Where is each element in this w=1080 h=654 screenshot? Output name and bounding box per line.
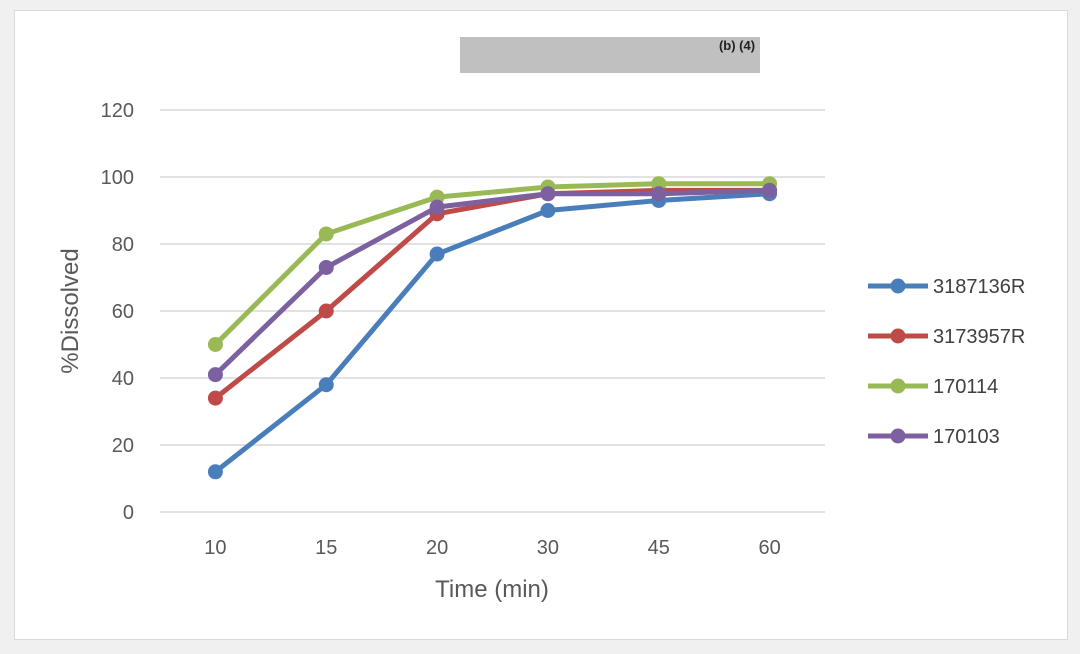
chart-frame <box>14 10 1068 640</box>
data-point <box>318 303 334 319</box>
x-tick-label: 20 <box>426 537 448 559</box>
series-3187136R <box>207 186 778 480</box>
series-170103 <box>207 182 778 383</box>
x-tick-label: 45 <box>648 537 670 559</box>
legend-marker <box>890 328 906 344</box>
x-tick-label: 60 <box>758 537 780 559</box>
legend-item: 170103 <box>868 426 1000 448</box>
x-tick-label: 15 <box>315 537 337 559</box>
series-line <box>212 187 773 401</box>
data-point <box>429 199 445 215</box>
legend-label: 170114 <box>933 376 998 398</box>
x-tick-label: 10 <box>204 537 226 559</box>
series-group <box>207 176 778 480</box>
legend-marker <box>890 278 906 294</box>
y-tick-label: 100 <box>101 167 134 189</box>
data-point <box>429 246 445 262</box>
data-point <box>207 367 223 383</box>
y-tick-label: 0 <box>123 502 134 524</box>
series-3173957R <box>207 182 778 406</box>
x-axis-title: Time (min) <box>435 576 549 603</box>
legend-label: 3187136R <box>933 276 1025 298</box>
data-point <box>318 259 334 275</box>
y-tick-label: 40 <box>112 368 134 390</box>
y-tick-label: 20 <box>112 435 134 457</box>
data-point <box>318 226 334 242</box>
series-line <box>212 181 773 347</box>
legend-item: 170114 <box>868 376 998 398</box>
legend-label: 3173957R <box>933 326 1025 348</box>
data-point <box>207 390 223 406</box>
gridlines <box>160 109 825 513</box>
legend-label: 170103 <box>933 426 1000 448</box>
legend: 3187136R 3173957R 170114 170103 <box>868 276 1025 448</box>
legend-marker <box>890 428 906 444</box>
data-point <box>207 337 223 352</box>
y-tick-label: 120 <box>101 100 134 122</box>
series-line <box>212 187 773 378</box>
y-axis-ticks: 0 20 40 60 80 100 120 <box>101 100 134 524</box>
data-point <box>540 186 556 202</box>
legend-marker <box>890 378 906 394</box>
y-tick-label: 80 <box>112 234 134 256</box>
legend-item: 3173957R <box>868 326 1025 348</box>
y-axis-title: %Dissolved <box>57 248 84 373</box>
x-tick-label: 30 <box>537 537 559 559</box>
y-tick-label: 60 <box>112 301 134 323</box>
x-axis-ticks: 10 15 20 30 45 60 <box>204 537 780 559</box>
data-point <box>651 186 667 202</box>
data-point <box>207 464 223 480</box>
data-point <box>762 182 778 198</box>
legend-item: 3187136R <box>868 276 1025 298</box>
redaction-label: (b) (4) <box>719 38 755 53</box>
data-point <box>540 203 556 218</box>
series-line <box>212 191 773 475</box>
data-point <box>318 377 334 393</box>
redaction-box <box>460 37 760 73</box>
